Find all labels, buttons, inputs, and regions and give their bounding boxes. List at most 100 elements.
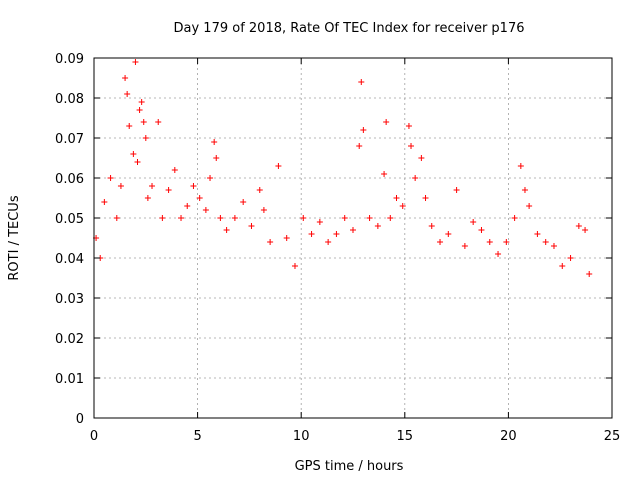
data-point <box>308 231 315 237</box>
data-point <box>356 143 363 149</box>
data-point <box>478 227 485 233</box>
data-point <box>517 163 524 169</box>
data-point <box>142 135 149 141</box>
data-point <box>149 183 156 189</box>
x-tick-label: 25 <box>604 429 621 444</box>
data-point <box>144 195 151 201</box>
x-tick-label: 5 <box>193 429 201 444</box>
data-point <box>495 251 502 257</box>
data-point <box>582 227 589 233</box>
data-point <box>178 215 185 221</box>
data-point <box>130 151 137 157</box>
data-point <box>155 119 162 125</box>
y-tick-label: 0 <box>76 412 84 427</box>
data-point <box>470 219 477 225</box>
data-point <box>550 243 557 249</box>
data-point <box>408 143 415 149</box>
data-point <box>124 91 131 97</box>
data-point <box>217 215 224 221</box>
data-point <box>325 239 332 245</box>
data-point <box>256 187 263 193</box>
y-axis-label: ROTI / TECUs <box>7 195 22 280</box>
data-point <box>366 215 373 221</box>
data-point <box>428 223 435 229</box>
data-point <box>134 159 141 165</box>
y-tick-label: 0.01 <box>55 372 84 387</box>
data-point <box>202 207 209 213</box>
y-tick-label: 0.04 <box>55 252 84 267</box>
y-tick-label: 0.02 <box>55 332 84 347</box>
data-point <box>437 239 444 245</box>
chart-title: Day 179 of 2018, Rate Of TEC Index for r… <box>174 21 525 36</box>
x-axis-label: GPS time / hours <box>295 459 404 474</box>
data-point <box>231 215 238 221</box>
data-point <box>122 75 129 81</box>
data-point <box>184 203 191 209</box>
data-point <box>381 171 388 177</box>
grid-layer <box>94 58 612 418</box>
data-point <box>283 235 290 241</box>
data-point <box>140 119 147 125</box>
data-point <box>383 119 390 125</box>
data-point <box>503 239 510 245</box>
data-point <box>138 99 145 105</box>
data-point <box>412 175 419 181</box>
data-point <box>291 263 298 269</box>
data-point <box>223 227 230 233</box>
data-point <box>300 215 307 221</box>
data-point <box>171 167 178 173</box>
data-point <box>190 183 197 189</box>
data-point <box>159 215 166 221</box>
y-tick-label: 0.03 <box>55 292 84 307</box>
y-tick-label: 0.07 <box>55 132 84 147</box>
data-point <box>267 239 274 245</box>
data-point <box>260 207 267 213</box>
data-point <box>586 271 593 277</box>
data-point <box>526 203 533 209</box>
x-tick-label: 0 <box>90 429 98 444</box>
y-tick-label: 0.06 <box>55 172 84 187</box>
y-tick-label: 0.08 <box>55 92 84 107</box>
data-point <box>453 187 460 193</box>
data-point <box>213 155 220 161</box>
y-tick-label: 0.05 <box>55 212 84 227</box>
points-layer <box>93 59 593 277</box>
data-point <box>165 187 172 193</box>
data-point <box>101 199 108 205</box>
data-point <box>575 223 582 229</box>
data-point <box>358 79 365 85</box>
data-point <box>207 175 214 181</box>
plot-frame <box>93 57 613 419</box>
data-point <box>248 223 255 229</box>
data-point <box>113 215 120 221</box>
data-point <box>132 59 139 65</box>
data-point <box>387 215 394 221</box>
x-tick-label: 15 <box>397 429 414 444</box>
data-point <box>567 255 574 261</box>
data-point <box>211 139 218 145</box>
data-point <box>511 215 518 221</box>
data-point <box>275 163 282 169</box>
data-point <box>360 127 367 133</box>
data-point <box>107 175 114 181</box>
data-point <box>534 231 541 237</box>
data-point <box>316 219 323 225</box>
data-point <box>399 203 406 209</box>
y-tick-label: 0.09 <box>55 52 84 67</box>
data-point <box>418 155 425 161</box>
data-point <box>196 195 203 201</box>
data-point <box>393 195 400 201</box>
data-point <box>333 231 340 237</box>
ticks-layer: 0 5 10 15 20 25 0 0.01 0.02 0.03 0.04 0.05 0.06 0.07 0… <box>55 52 620 444</box>
data-point <box>341 215 348 221</box>
data-point <box>559 263 566 269</box>
data-point <box>117 183 124 189</box>
data-point <box>136 107 143 113</box>
data-point <box>542 239 549 245</box>
data-point <box>405 123 412 129</box>
data-point <box>374 223 381 229</box>
data-point <box>422 195 429 201</box>
x-tick-label: 10 <box>293 429 310 444</box>
data-point <box>445 231 452 237</box>
data-point <box>461 243 468 249</box>
